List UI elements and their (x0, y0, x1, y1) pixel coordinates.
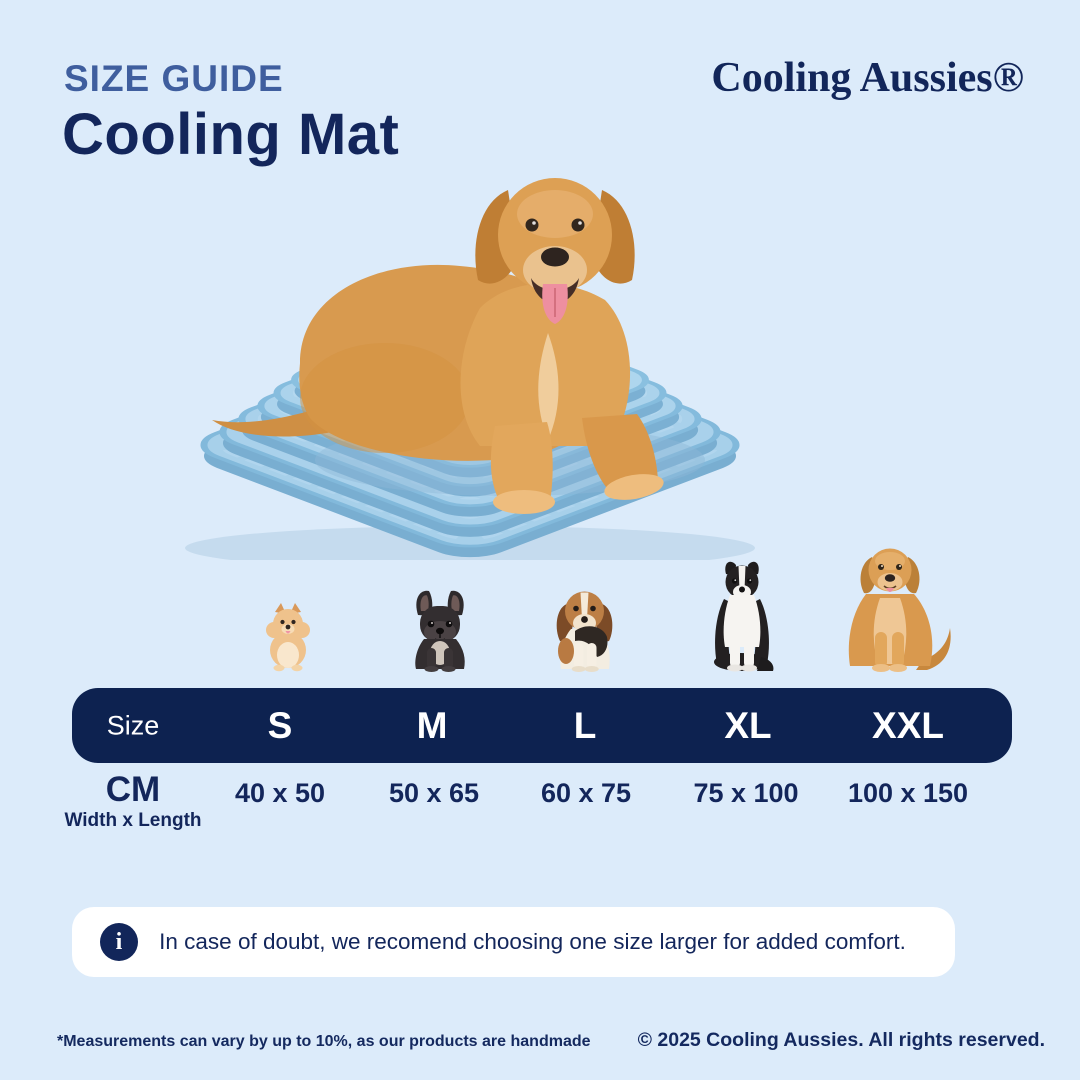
hero-golden-retriever (212, 178, 705, 514)
size-l: L (573, 704, 597, 746)
size-xl: XL (724, 704, 772, 746)
golden-retriever-image (848, 548, 951, 672)
border-collie-image (714, 561, 774, 672)
size-table-header-bar: Size S M L XL XXL (72, 688, 1012, 763)
size-s: S (267, 704, 293, 746)
dimensions-l: 60 x 75 (540, 778, 632, 808)
pomeranian-image (266, 603, 310, 672)
dimensions-xl: 75 x 100 (693, 778, 799, 808)
unit-cm: CM (105, 770, 161, 809)
size-table-measurements: CM Width x Length 40 x 50 50 x 65 60 x 7… (64, 770, 1012, 842)
size-column-label: Size (106, 710, 160, 740)
info-icon: i (100, 923, 138, 961)
unit-label: CM Width x Length (64, 770, 201, 832)
size-guide-eyebrow: SIZE GUIDE (64, 58, 284, 99)
size-xxl: XXL (872, 704, 944, 746)
dimensions-xxl: 100 x 150 (847, 778, 969, 808)
beagle-image (556, 591, 613, 672)
brand-logo: Cooling Aussies® (711, 55, 1024, 101)
page-title: Cooling Mat (62, 102, 400, 167)
french-bulldog-image (415, 590, 465, 672)
note-box: i In case of doubt, we recomend choosing… (72, 907, 955, 977)
dimensions-s: 40 x 50 (234, 778, 326, 808)
note-text: In case of doubt, we recomend choosing o… (159, 929, 906, 954)
dimensions-m: 50 x 65 (388, 778, 480, 808)
size-m: M (416, 704, 448, 746)
unit-width-length: Width x Length (64, 810, 202, 831)
footer-copyright: © 2025 Cooling Aussies. All rights reser… (637, 1029, 1045, 1051)
hero-product-image (185, 178, 755, 560)
footer-disclaimer: *Measurements can vary by up to 10%, as … (57, 1033, 591, 1050)
